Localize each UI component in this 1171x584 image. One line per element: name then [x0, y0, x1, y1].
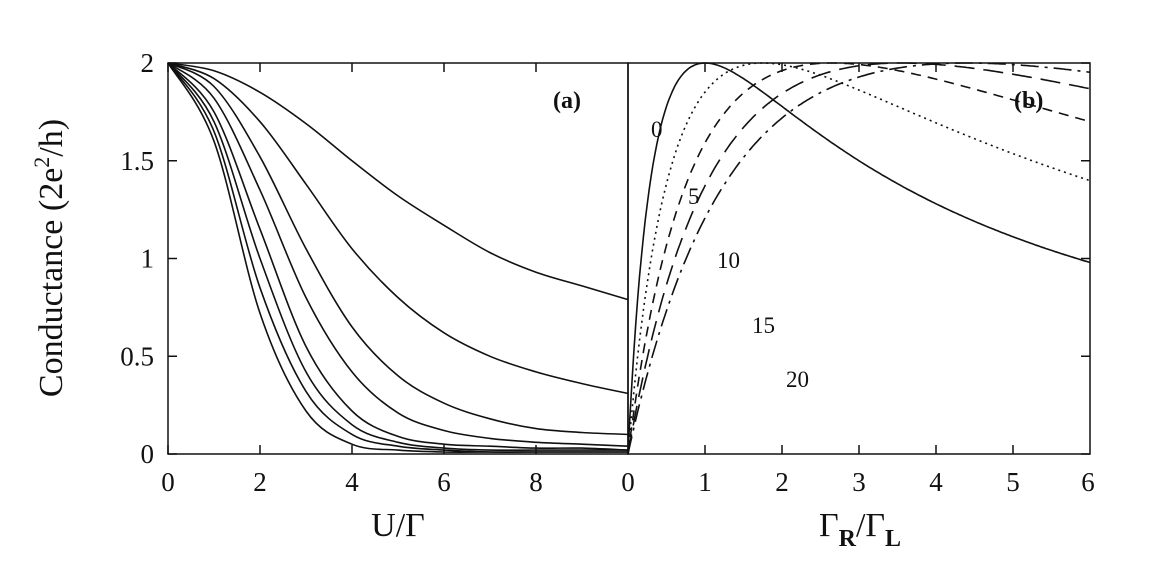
y-tick-label-2: 1: [141, 244, 155, 274]
panel-b-label: (b): [1014, 88, 1043, 114]
xa-tick-label-1: 2: [253, 467, 267, 497]
axes-layer: 00.511.520 2 4 6 8 0 1 2 3 4 5 6: [120, 48, 1095, 497]
y-tick-label-1: 0.5: [120, 341, 154, 371]
xb-tick-label-2: 2: [775, 467, 789, 497]
xb-tick-label-1: 1: [698, 467, 712, 497]
x-axis-title-a: U/Γ: [371, 507, 425, 544]
panel-b-frame: [627, 62, 1091, 455]
panel-b-curve-10: [627, 62, 1091, 455]
panel-b-curve-5: [627, 62, 1091, 455]
panel-a-curve-0: [167, 62, 629, 301]
xb-tick-label-4: 4: [929, 467, 943, 497]
panel-a-curves: [167, 62, 629, 453]
curve-label-0: 0: [651, 117, 663, 142]
xa-tick-label-2: 4: [345, 467, 359, 497]
panel-b-curve-20: [627, 62, 1091, 455]
xb-tick-label-3: 3: [852, 467, 866, 497]
xa-tick-label-4: 8: [529, 467, 543, 497]
xb-tick-label-5: 5: [1006, 467, 1020, 497]
panel-a-curve-3: [167, 62, 629, 447]
panel-b-curves: [627, 62, 1091, 455]
curve-label-10: 10: [717, 248, 740, 273]
curve-label-15: 15: [752, 313, 775, 338]
curve-label-5: 5: [688, 184, 700, 209]
panel-b-curve-0: [627, 62, 1091, 455]
panel-a-curve-2: [167, 62, 629, 436]
xb-tick-label-6: 6: [1081, 467, 1095, 497]
y-axis-title: Conductance (2e2/h): [29, 119, 70, 397]
panel-a-curve-6: [167, 62, 628, 453]
panel-b-curve-15: [627, 62, 1091, 455]
panel-a-curve-1: [167, 62, 629, 395]
panel-a-label: (a): [553, 88, 581, 114]
xa-tick-label-0: 0: [161, 467, 175, 497]
curve-label-20: 20: [786, 367, 809, 392]
xa-tick-label-3: 6: [437, 467, 451, 497]
panel-a-curve-7: [167, 62, 628, 453]
panel-a-frame: [167, 62, 629, 455]
y-tick-label-0: 0: [141, 439, 155, 469]
y-tick-label-4: 2: [141, 48, 155, 78]
x-axis-title-b: ΓR/ΓL: [819, 507, 901, 552]
panel-a-curve-5: [167, 62, 628, 452]
y-tick-label-3: 1.5: [120, 146, 154, 176]
xa-tick-label-5: 0: [621, 467, 635, 497]
panel-a-curve-4: [167, 62, 629, 451]
